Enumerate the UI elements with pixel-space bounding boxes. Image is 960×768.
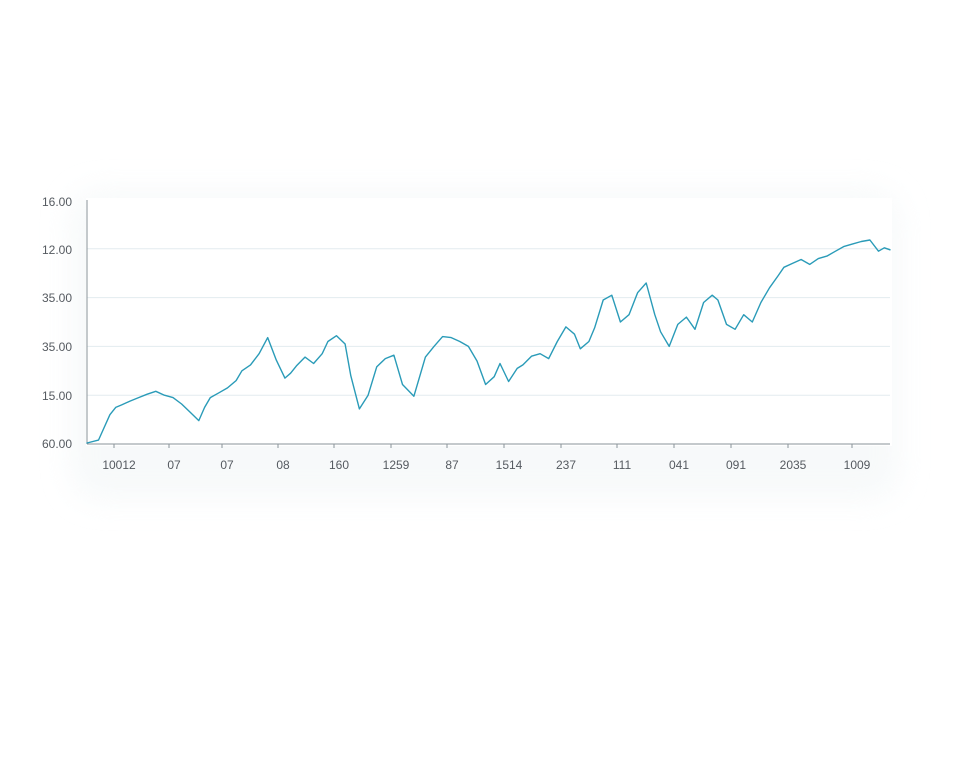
y-tick-label: 16.00 xyxy=(42,195,72,209)
gridlines xyxy=(87,248,890,396)
x-tick-label: 87 xyxy=(445,458,459,472)
x-tick-label: 160 xyxy=(329,458,349,472)
x-tick-label: 07 xyxy=(220,458,234,472)
x-tick-label: 2035 xyxy=(780,458,807,472)
y-axis-ticks: 60.00 15.00 35.00 35.00 12.00 16.00 xyxy=(42,195,72,451)
x-tick-label: 041 xyxy=(669,458,689,472)
y-tick-label: 12.00 xyxy=(42,243,72,257)
x-tick-label: 111 xyxy=(613,458,632,472)
x-tick-label: 091 xyxy=(726,458,746,472)
x-tick-marks xyxy=(113,444,853,448)
x-tick-label: 10012 xyxy=(102,458,136,472)
series-line xyxy=(86,239,891,444)
x-tick-label: 1009 xyxy=(844,458,871,472)
y-tick-label: 15.00 xyxy=(42,389,72,403)
y-tick-label: 60.00 xyxy=(42,437,72,451)
y-tick-label: 35.00 xyxy=(42,291,72,305)
x-axis-ticks: 10012 07 07 08 160 1259 87 1514 237 111 … xyxy=(102,458,870,472)
x-tick-label: 08 xyxy=(276,458,290,472)
y-tick-label: 35.00 xyxy=(42,340,72,354)
x-tick-label: 1259 xyxy=(383,458,410,472)
x-tick-label: 237 xyxy=(556,458,576,472)
x-tick-label: 1514 xyxy=(496,458,523,472)
x-tick-label: 07 xyxy=(167,458,181,472)
plot-background xyxy=(86,198,892,446)
